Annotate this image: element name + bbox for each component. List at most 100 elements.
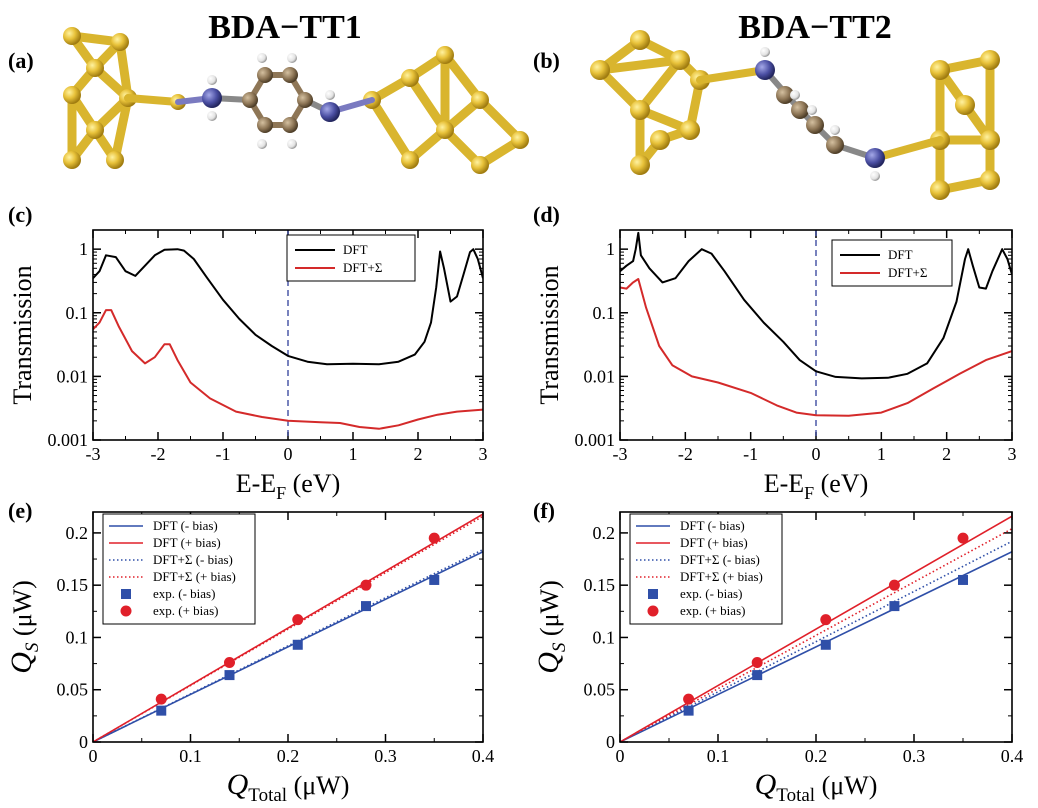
legend-marker-square — [121, 589, 131, 599]
plot-area — [620, 231, 1012, 417]
x-tick-label: 0.4 — [472, 746, 495, 766]
series-line — [93, 248, 483, 366]
data-point-circle — [224, 657, 235, 669]
plot-frame — [619, 511, 1013, 743]
x-tick-label: 0.3 — [374, 746, 397, 766]
gold-atom — [630, 30, 650, 50]
gold-atom — [471, 156, 489, 174]
bond — [595, 55, 685, 75]
x-tick-label: -1 — [216, 444, 231, 464]
plot-area — [93, 513, 483, 742]
data-point-circle — [888, 579, 900, 591]
x-tick-label: -1 — [743, 444, 758, 464]
y-tick-label: 0.1 — [593, 627, 616, 647]
bond — [110, 93, 133, 165]
molecule-image-bda-tt1 — [63, 27, 529, 174]
legend-marker-circle — [120, 605, 132, 617]
bond — [115, 37, 133, 103]
y-axis-label: QS (μW) — [5, 580, 43, 673]
x-tick-label: 0.1 — [179, 746, 202, 766]
data-point-circle — [292, 614, 304, 626]
legend-label: DFT+Σ (+ bias) — [153, 569, 236, 584]
y-tick-label: 0.01 — [57, 366, 89, 386]
nitrogen-atom — [865, 148, 885, 168]
x-tick-label: 0.2 — [277, 746, 300, 766]
legend-label: exp. (- bias) — [153, 586, 215, 601]
x-tick-label: 1 — [349, 444, 358, 464]
data-point-circle — [360, 579, 372, 591]
y-axis-label: Transmission — [535, 265, 564, 404]
hydrogen-atom — [830, 125, 840, 135]
panel-label-c: (c) — [8, 202, 32, 227]
panel-label-e: (e) — [8, 498, 32, 523]
y-tick-label: 0.2 — [593, 523, 616, 543]
data-point-square — [224, 670, 235, 681]
gold-atom — [955, 95, 975, 115]
data-point-square — [292, 639, 303, 650]
gold-atom — [630, 155, 650, 175]
x-tick-label: 3 — [1008, 444, 1017, 464]
plot-area — [620, 515, 1012, 742]
data-point-circle — [428, 532, 440, 544]
legend-label: DFT (- bias) — [680, 518, 745, 533]
legend-label: DFT (+ bias) — [680, 535, 748, 550]
y-tick-label: 0.1 — [66, 303, 89, 323]
gold-atom — [63, 27, 81, 45]
hydrogen-atom — [325, 90, 335, 100]
y-tick-label: 0 — [606, 732, 615, 752]
data-point-circle — [683, 693, 695, 705]
legend-label: DFT — [343, 242, 368, 257]
gold-atom — [436, 46, 454, 64]
gold-atom — [980, 130, 1000, 150]
carbon-atom — [791, 101, 809, 119]
y-axis-label: QS (μW) — [532, 580, 570, 673]
y-tick-label: 0.1 — [593, 303, 616, 323]
y-tick-label: 1 — [79, 239, 88, 259]
series-line — [620, 278, 1012, 417]
y-tick-label: 0.05 — [584, 680, 616, 700]
gold-atom — [980, 170, 1000, 190]
molecule-image-bda-tt2 — [590, 30, 1000, 200]
bond — [475, 95, 525, 145]
data-point-square — [889, 601, 900, 612]
transmission-plot-d: -3 -2 -1 0 1 2 3 1 0.1 0.01 0.001 E-EF (eV) Transmis… — [535, 229, 1017, 503]
bond — [696, 66, 769, 84]
data-point-circle — [957, 532, 969, 544]
x-axis-label: QTotal (μW) — [227, 768, 350, 806]
x-tick-label: 0 — [812, 444, 821, 464]
carbon-atom — [806, 116, 824, 134]
x-tick-label: 0 — [89, 746, 98, 766]
nitrogen-atom — [202, 88, 222, 108]
x-tick-label: -2 — [151, 444, 166, 464]
series-line — [620, 231, 1012, 380]
data-point-square — [683, 705, 694, 716]
x-tick-label: -3 — [86, 444, 101, 464]
panel-label-d: (d) — [533, 202, 560, 227]
y-tick-label: 0.01 — [584, 366, 616, 386]
gold-atom — [86, 59, 104, 77]
fit-line — [620, 515, 1012, 742]
carbon-atom — [776, 86, 794, 104]
x-tick-label: 0.3 — [903, 746, 926, 766]
legend-label: exp. (- bias) — [680, 586, 742, 601]
data-point-square — [156, 705, 167, 716]
hydrogen-atom — [207, 75, 217, 85]
gold-atom — [111, 33, 129, 51]
legend-box — [629, 513, 783, 625]
y-tick-label: 0 — [79, 732, 88, 752]
x-tick-label: -3 — [613, 444, 628, 464]
bond — [367, 95, 415, 165]
hydrogen-atom — [760, 47, 770, 57]
gold-atom — [471, 91, 489, 109]
gold-atom — [630, 100, 650, 120]
nitrogen-atom — [320, 102, 340, 122]
bond — [635, 55, 685, 115]
data-point-circle — [820, 614, 832, 626]
x-tick-label: 0 — [616, 746, 625, 766]
x-tick-label: 0.2 — [805, 746, 828, 766]
panel-label-f: (f) — [533, 498, 555, 523]
gold-atom — [650, 130, 670, 150]
legend-box — [831, 239, 953, 287]
